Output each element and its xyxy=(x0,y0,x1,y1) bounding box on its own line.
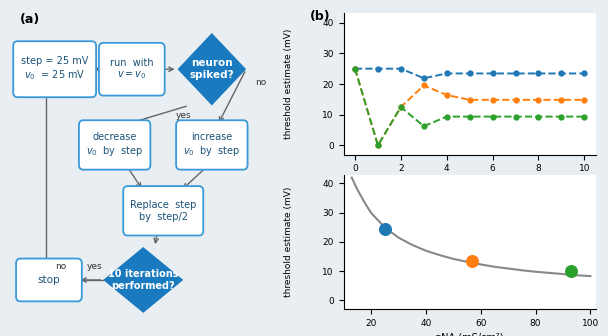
Point xyxy=(468,258,477,264)
Point xyxy=(566,268,576,274)
FancyBboxPatch shape xyxy=(13,41,96,97)
Text: decrease
$v_0$  by  step: decrease $v_0$ by step xyxy=(86,132,143,158)
Point xyxy=(380,226,390,232)
Polygon shape xyxy=(103,247,183,313)
Text: step = 25 mV
$v_0$  = 25 mV: step = 25 mV $v_0$ = 25 mV xyxy=(21,56,88,82)
X-axis label: gNA (mS/cm²): gNA (mS/cm²) xyxy=(435,333,504,336)
Text: no: no xyxy=(255,78,266,87)
Text: increase
$v_0$  by  step: increase $v_0$ by step xyxy=(183,132,241,158)
Polygon shape xyxy=(178,33,246,106)
Y-axis label: threshold estimate (mV): threshold estimate (mV) xyxy=(284,187,293,297)
Text: (a): (a) xyxy=(21,13,41,26)
Text: no: no xyxy=(55,262,66,271)
Text: 10 iterations
performed?: 10 iterations performed? xyxy=(108,269,179,291)
Text: Replace  step
by  step/2: Replace step by step/2 xyxy=(130,200,196,222)
Text: yes: yes xyxy=(87,262,103,271)
Y-axis label: threshold estimate (mV): threshold estimate (mV) xyxy=(284,29,293,139)
Text: run  with
$v = v_0$: run with $v = v_0$ xyxy=(110,57,154,81)
X-axis label: iteration: iteration xyxy=(449,179,491,189)
Text: neuron
spiked?: neuron spiked? xyxy=(190,58,234,80)
Text: (b): (b) xyxy=(310,10,331,23)
Text: stop: stop xyxy=(38,275,60,285)
FancyBboxPatch shape xyxy=(123,186,203,236)
FancyBboxPatch shape xyxy=(99,43,165,95)
FancyBboxPatch shape xyxy=(176,120,247,170)
FancyBboxPatch shape xyxy=(79,120,150,170)
FancyBboxPatch shape xyxy=(16,259,82,301)
Text: yes: yes xyxy=(176,111,191,120)
